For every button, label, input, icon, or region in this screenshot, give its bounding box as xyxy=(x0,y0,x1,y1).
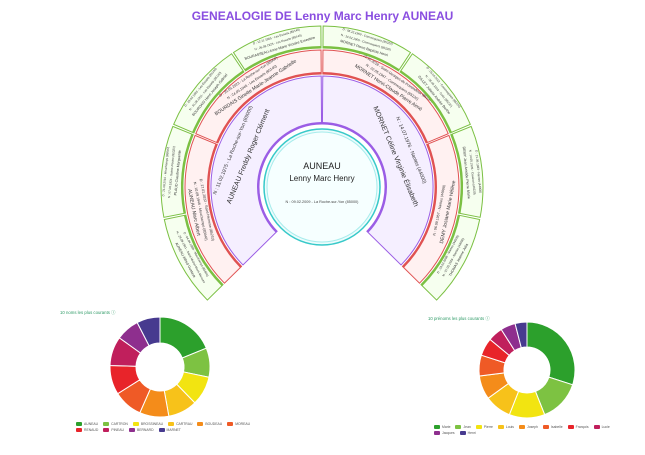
firstnames-chart-panel: 10 prénoms les plus courants ⓘ Marie Jean… xyxy=(415,305,645,455)
legend-item[interactable]: BERNARD xyxy=(128,428,154,432)
legend-swatch xyxy=(475,425,482,429)
root-given: Lenny Marc Henry xyxy=(289,174,354,183)
legend-label: Joseph xyxy=(527,425,538,429)
legend-label: Jean xyxy=(463,425,471,429)
legend-item[interactable]: Pierre xyxy=(475,425,493,429)
info-circle-icon[interactable]: ⓘ xyxy=(485,316,490,321)
legend-label: BROSSINEAU xyxy=(140,422,164,426)
person-birth: N : 14.05.1926 - Couëron (44220) xyxy=(468,150,476,195)
legend-label: Louis xyxy=(505,425,514,429)
surnames-chart-panel: 10 noms les plus courants ⓘ AUNEAU CARTRO… xyxy=(30,305,260,455)
legend-swatch xyxy=(128,428,135,432)
legend-label: MARNET xyxy=(166,428,181,432)
legend-label: Isabelle xyxy=(550,425,563,429)
legend-swatch xyxy=(542,425,549,429)
info-circle-icon[interactable]: ⓘ xyxy=(111,310,116,315)
legend-item[interactable]: AUNEAU xyxy=(76,422,98,426)
surnames-chart-title: 10 noms les plus courants ⓘ xyxy=(60,310,115,316)
legend-swatch xyxy=(459,431,466,435)
legend-swatch xyxy=(76,428,82,432)
legend-item[interactable]: Henri xyxy=(459,431,476,435)
legend-swatch xyxy=(132,422,139,426)
legend-swatch xyxy=(103,428,110,432)
page-title: GENEALOGIE DE Lenny Marc Henry AUNEAU xyxy=(191,9,454,23)
legend-label: MOREAU xyxy=(235,422,251,426)
legend-item[interactable]: BOUDEAU xyxy=(197,422,222,426)
legend-swatch xyxy=(168,422,175,426)
legend-item[interactable]: François xyxy=(567,425,589,429)
firstnames-chart-title: 10 prénoms les plus courants ⓘ xyxy=(428,316,490,322)
surnames-legend: AUNEAU CARTRON BROSSINEAU CARTRAU BOUDEAU MOR… xyxy=(76,422,256,432)
person-name: PLAUD Claudine Marguerite xyxy=(173,150,181,196)
legend-swatch xyxy=(158,428,165,432)
legend-label: BERNARD xyxy=(136,428,154,432)
person-name: DEMY Jean Aristide Pierre Marie xyxy=(462,146,471,199)
donut-slice[interactable] xyxy=(526,321,576,386)
legend-item[interactable]: Isabelle xyxy=(542,425,563,429)
legend-item[interactable]: Lucie xyxy=(593,425,610,429)
legend-label: BOUDEAU xyxy=(205,422,223,426)
legend-label: Lucie xyxy=(601,425,610,429)
root-info: N : 09.02.2009 - La Roche-sur-Yon (85000… xyxy=(286,200,360,204)
legend-item[interactable]: MOREAU xyxy=(227,422,250,426)
legend-swatch xyxy=(434,425,440,429)
legend-label: Pierre xyxy=(483,425,493,429)
legend-label: CARTRAU xyxy=(176,422,193,426)
donut-slice[interactable] xyxy=(514,321,528,349)
root-person[interactable]: AUNEAU Lenny Marc Henry N : 09.02.2009 - L… xyxy=(263,128,381,246)
legend-swatch xyxy=(567,425,574,429)
legend-swatch xyxy=(103,422,110,426)
firstnames-title-text: 10 prénoms les plus courants xyxy=(428,316,485,321)
legend-swatch xyxy=(455,425,462,429)
legend-item[interactable]: Louis xyxy=(497,425,514,429)
surnames-donut xyxy=(109,316,211,418)
legend-item[interactable]: Jacques xyxy=(434,431,455,435)
legend-label: François xyxy=(575,425,589,429)
legend-item[interactable]: Jean xyxy=(455,425,471,429)
person-death: D : 21.08.2010 - Mouchamps (85640) xyxy=(161,147,170,197)
legend-label: CARTRON xyxy=(111,422,128,426)
legend-item[interactable]: MARNET xyxy=(158,428,181,432)
legend-item[interactable]: Joseph xyxy=(519,425,538,429)
firstnames-donut xyxy=(478,321,576,419)
root-surname: AUNEAU xyxy=(303,161,341,171)
legend-item[interactable]: CARTRON xyxy=(103,422,128,426)
legend-swatch xyxy=(76,422,82,426)
legend-label: Henri xyxy=(467,431,476,435)
legend-swatch xyxy=(197,422,204,426)
firstnames-legend: Marie Jean Pierre Louis Joseph Isabelle Franço… xyxy=(434,425,624,435)
surnames-title-text: 10 noms les plus courants xyxy=(60,310,110,315)
legend-label: AUNEAU xyxy=(84,422,99,426)
legend-item[interactable]: CARTRAU xyxy=(168,422,192,426)
donut-slice[interactable] xyxy=(136,316,161,347)
legend-item[interactable]: Marie xyxy=(434,425,450,429)
legend-label: Jacques xyxy=(442,431,455,435)
legend-swatch xyxy=(227,422,234,426)
legend-label: RENAUD xyxy=(84,428,99,432)
person-death: D : 21.09.1983 - Nantes (44000) xyxy=(474,150,482,193)
legend-swatch xyxy=(434,431,440,435)
legend-swatch xyxy=(519,425,525,429)
legend-item[interactable]: RENAUD xyxy=(76,428,98,432)
legend-swatch xyxy=(497,425,504,429)
legend-item[interactable]: PINEAU xyxy=(103,428,124,432)
legend-label: PINEAU xyxy=(111,428,124,432)
legend-item[interactable]: BROSSINEAU xyxy=(132,422,164,426)
legend-swatch xyxy=(593,425,600,429)
legend-label: Marie xyxy=(442,425,451,429)
person-birth: N : 07.06.1924 - Sainte-Pexine (85320) xyxy=(167,146,176,198)
